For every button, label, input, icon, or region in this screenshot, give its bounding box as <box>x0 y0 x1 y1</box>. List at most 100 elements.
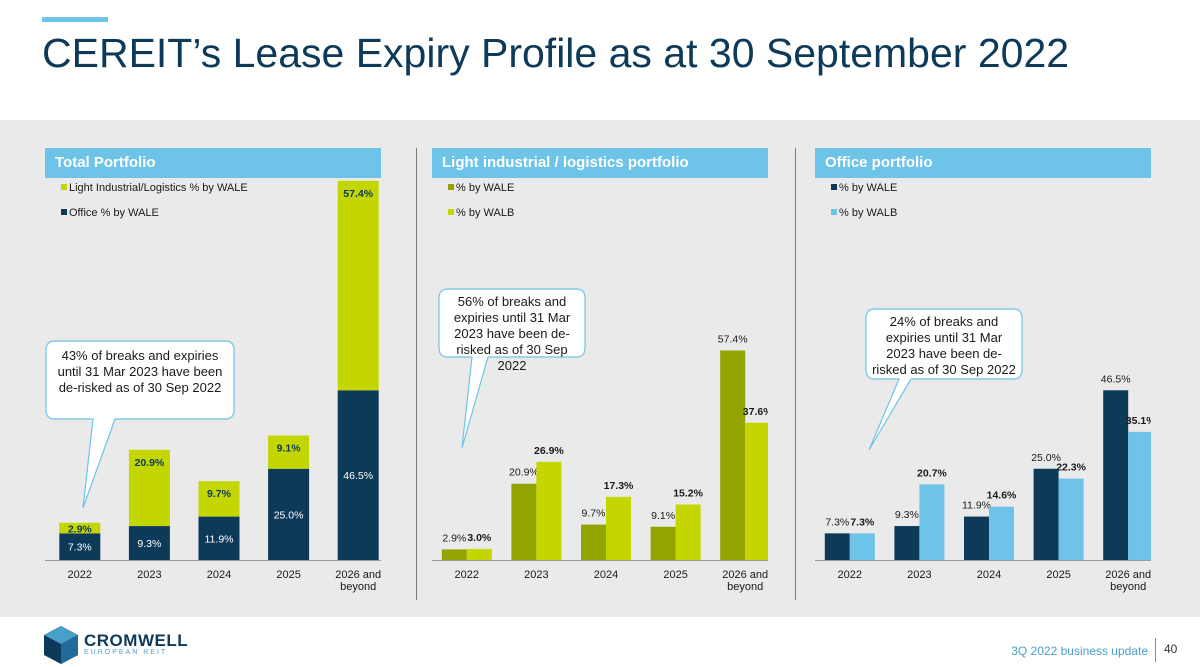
data-label: 14.6% <box>987 490 1017 502</box>
bar-by-wale <box>720 350 746 560</box>
bar-by-wale <box>650 526 676 560</box>
data-label: 7.3% <box>68 542 92 554</box>
x-tick-label: beyond <box>1110 581 1146 593</box>
data-label: 37.6% <box>743 406 768 418</box>
legend-label: Office % by WALE <box>69 207 159 219</box>
bar-by-wale <box>964 516 989 560</box>
bar-office-by-wale <box>198 516 240 560</box>
x-tick-label: 2025 <box>276 569 300 581</box>
legend-swatch <box>61 184 67 190</box>
x-tick-label: 2024 <box>594 569 618 581</box>
bar-light-industrial-logistics-by-wale <box>268 435 310 469</box>
panel-title: Light industrial / logistics portfolio <box>432 148 768 178</box>
panel-office: Office portfolio % by WALE % by WALB 2022 7… <box>815 148 1151 600</box>
data-label: 26.9% <box>534 445 564 457</box>
legend-swatch <box>831 209 837 215</box>
bar-light-industrial-logistics-by-wale <box>128 449 170 527</box>
legend-swatch <box>448 209 454 215</box>
bar-by-walb <box>1058 478 1084 560</box>
x-tick-label: 2023 <box>907 569 931 581</box>
x-tick-label: 2024 <box>977 569 1001 581</box>
legend-swatch <box>61 209 67 215</box>
data-label: 46.5% <box>343 470 373 482</box>
data-label: 9.7% <box>582 508 606 520</box>
bar-office-by-wale <box>268 468 310 560</box>
panel-divider <box>416 148 417 600</box>
bar-by-wale <box>511 483 537 560</box>
x-tick-label: beyond <box>340 581 376 593</box>
callout-text: 56% of breaks and expiries until 31 Mar … <box>453 294 571 373</box>
data-label: 7.3% <box>825 516 849 528</box>
data-label: 9.3% <box>137 538 161 550</box>
data-label: 9.1% <box>277 443 302 455</box>
data-label: 25.0% <box>274 509 304 521</box>
legend-label: % by WALE <box>839 182 897 194</box>
data-label: 20.9% <box>509 467 539 479</box>
bar-by-walb <box>849 533 875 560</box>
data-label: 20.7% <box>917 467 947 479</box>
data-label: 9.3% <box>895 509 919 521</box>
legend-swatch <box>831 184 837 190</box>
legend-swatch <box>448 184 454 190</box>
x-tick-label: 2023 <box>137 569 161 581</box>
x-tick-label: 2022 <box>838 569 862 581</box>
chart-office: % by WALE % by WALB 2022 7.3% 7.3% 2023 9.3% 20… <box>815 182 1151 593</box>
bar-by-walb <box>466 549 492 560</box>
data-label: 9.1% <box>651 510 675 522</box>
x-tick-label: beyond <box>727 581 763 593</box>
data-label: 11.9% <box>962 500 991 512</box>
legend-label: Light Industrial/Logistics % by WALE <box>69 182 248 194</box>
data-label: 22.3% <box>1056 462 1086 474</box>
x-tick-label: 2025 <box>1046 569 1070 581</box>
callout-bubble <box>438 288 586 449</box>
data-label: 46.5% <box>1101 373 1131 385</box>
bar-by-walb <box>919 484 945 560</box>
data-label: 3.0% <box>467 532 492 544</box>
data-label: 57.4% <box>343 188 373 200</box>
legend-label: % by WALB <box>839 207 897 219</box>
x-tick-label: 2023 <box>524 569 548 581</box>
data-label: 35.1% <box>1126 415 1151 427</box>
callout-bubble <box>45 340 235 509</box>
bar-office-by-wale <box>59 533 101 560</box>
data-label: 17.3% <box>604 480 634 492</box>
x-tick-label: 2022 <box>68 569 92 581</box>
bar-by-wale <box>441 549 467 560</box>
data-label: 57.4% <box>718 333 748 345</box>
bar-light-industrial-logistics-by-wale <box>59 522 101 534</box>
bar-by-wale <box>581 524 606 560</box>
chart-total-portfolio: Light Industrial/Logistics % by WALE Offi… <box>45 180 381 593</box>
bar-by-walb <box>1128 431 1151 560</box>
legend-label: % by WALE <box>456 182 514 194</box>
legend-label: % by WALB <box>456 207 514 219</box>
panel-title: Office portfolio <box>815 148 1151 178</box>
bar-by-wale <box>824 533 850 560</box>
bar-by-walb <box>606 496 631 560</box>
callout-text: 43% of breaks and expiries until 31 Mar … <box>57 348 223 395</box>
cromwell-logo-icon <box>44 626 78 664</box>
data-label: 2.9% <box>442 532 466 544</box>
x-tick-label: 2026 and <box>335 569 381 581</box>
bar-office-by-wale <box>128 526 170 560</box>
bar-by-walb <box>675 504 701 560</box>
x-tick-label: 2022 <box>455 569 479 581</box>
bar-light-industrial-logistics-by-wale <box>198 481 240 517</box>
data-label: 20.9% <box>135 457 165 469</box>
bar-light-industrial-logistics-by-wale <box>337 180 379 391</box>
panel-title: Total Portfolio <box>45 148 381 178</box>
callout-text: 24% of breaks and expiries until 31 Mar … <box>872 314 1016 377</box>
panel-total-portfolio: Total Portfolio Light Industrial/Logisti… <box>45 148 381 600</box>
bar-office-by-wale <box>337 390 379 560</box>
footer-subtitle: 3Q 2022 business update <box>1011 644 1148 658</box>
data-label: 7.3% <box>850 516 875 528</box>
panel-divider <box>795 148 796 600</box>
bar-by-walb <box>745 422 768 560</box>
chart-light-industrial: % by WALE % by WALB 2022 2.9% 3.0% 2023 20.9% 2… <box>432 182 768 593</box>
bar-by-wale <box>1033 468 1059 560</box>
x-tick-label: 2026 and <box>1105 569 1151 581</box>
x-tick-label: 2026 and <box>722 569 768 581</box>
callout-bubble <box>865 308 1023 451</box>
x-tick-label: 2025 <box>663 569 687 581</box>
logo-subtitle: EUROPEAN REIT <box>84 649 168 656</box>
x-tick-label: 2024 <box>207 569 231 581</box>
